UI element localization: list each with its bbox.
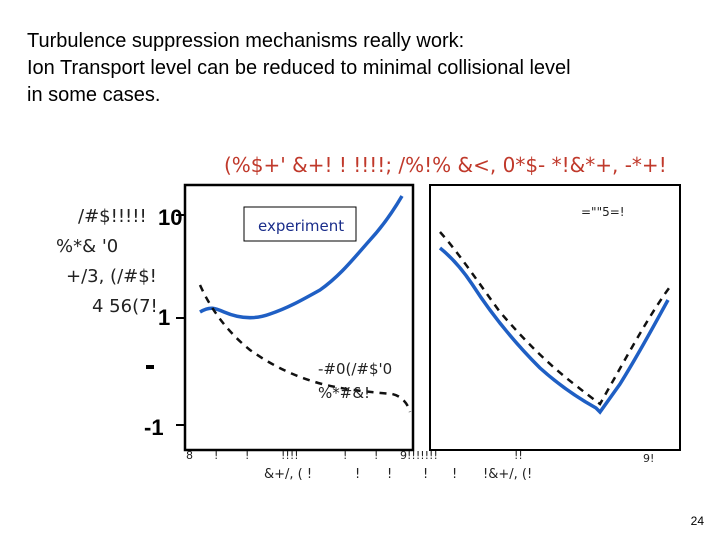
- header-line-2: Ion Transport level can be reduced to mi…: [27, 57, 571, 79]
- slide-header: Turbulence suppression mechanisms really…: [27, 28, 707, 109]
- experiment-legend-box: [243, 206, 357, 242]
- experiment-curve-left: [199, 195, 404, 320]
- bottom-label: 8: [186, 449, 193, 462]
- bottom-label: !: [214, 449, 218, 462]
- bottom-label: 9!: [643, 452, 654, 465]
- bottom-label: !: [245, 449, 249, 462]
- axis-label-line-3: +/3, (/#$!: [66, 266, 157, 287]
- annotation-line-1: -#0(/#$'0: [318, 360, 392, 378]
- theory-curve-left: [198, 284, 412, 413]
- bottom-label: !: [387, 467, 392, 482]
- right-legend-label: =""5=!: [581, 205, 625, 219]
- y-tick-10: 10: [158, 205, 182, 230]
- header-line-3: in some cases.: [27, 84, 161, 106]
- y-tick-1: 1: [158, 305, 170, 330]
- bottom-label: !: [355, 467, 360, 482]
- bottom-label: !!!!: [281, 449, 299, 462]
- bottom-label: !: [374, 449, 378, 462]
- bottom-label: !&+/, (!: [483, 467, 532, 482]
- bottom-label: !: [343, 449, 347, 462]
- bottom-label: !!: [514, 449, 523, 462]
- experiment-legend-label: experiment: [258, 217, 344, 235]
- experiment-curve-right: [438, 246, 670, 415]
- header-line-1: Turbulence suppression mechanisms really…: [27, 30, 465, 52]
- bottom-label: 9!!!!!!!: [400, 449, 438, 462]
- bottom-labels-row1: 8 ! ! !!!! ! ! 9!!!!!!! !! 9!: [186, 449, 654, 465]
- axis-label-line-4: 4 56(7!: [92, 296, 158, 317]
- theory-curve-right: [439, 231, 674, 406]
- tick-dash: [146, 365, 154, 369]
- annotation-line-2: %*#&!: [318, 384, 370, 402]
- right-plot-frame: [429, 184, 681, 451]
- bottom-labels-row2: &+/, ( ! ! ! ! ! !&+/, (!: [264, 467, 532, 482]
- axis-label-line-2: %*& '0: [56, 236, 118, 257]
- bottom-label: !: [452, 467, 457, 482]
- figure-garbled-title: (%$+' &+! ! !!!!; /%!% &<, 0*$- *!&*+, -…: [224, 153, 667, 177]
- page-number: 24: [690, 514, 704, 528]
- bottom-label: !: [423, 467, 428, 482]
- bottom-label: &+/, ( !: [264, 467, 312, 482]
- axis-label-line-1: /#$!!!!!: [78, 206, 147, 227]
- y-tick-minus1: -1: [144, 415, 164, 440]
